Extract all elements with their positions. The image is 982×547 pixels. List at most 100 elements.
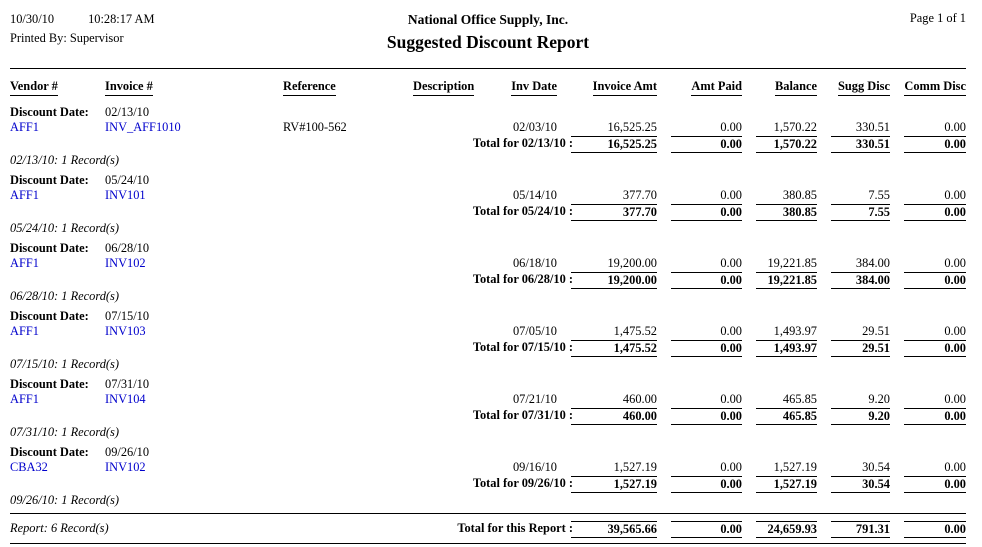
discount-date-group: Discount Date: 05/24/10 AFF1 INV101 05/1… <box>10 173 966 235</box>
discount-date-value: 05/24/10 <box>105 173 150 187</box>
reference-value <box>283 460 413 475</box>
invoice-amt-value: 1,527.19 <box>613 460 657 474</box>
vendor-link[interactable]: AFF1 <box>10 392 39 406</box>
header-center: National Office Supply, Inc. Suggested D… <box>10 10 966 54</box>
group-total-amt-paid: 0.00 <box>671 272 742 289</box>
invoice-link[interactable]: INV101 <box>105 188 146 202</box>
invoice-amt-value: 460.00 <box>622 392 657 406</box>
sugg-disc-value: 30.54 <box>862 460 890 474</box>
col-reference: Reference <box>283 79 336 96</box>
comm-disc-value: 0.00 <box>944 188 966 202</box>
group-rows: AFF1 INV104 07/21/10 460.00 0.00 465.85 … <box>10 392 966 407</box>
vendor-link[interactable]: AFF1 <box>10 188 39 202</box>
group-total-invoice-amt: 19,200.00 <box>571 272 657 289</box>
group-rows: AFF1 INV101 05/14/10 377.70 0.00 380.85 … <box>10 188 966 203</box>
description-value <box>413 460 505 475</box>
reference-value: RV#100-562 <box>283 120 347 134</box>
vendor-link[interactable]: AFF1 <box>10 120 39 134</box>
discount-date-label: Discount Date: <box>10 377 89 391</box>
group-total-sugg-disc: 330.51 <box>831 136 890 153</box>
reference-value <box>283 392 413 407</box>
discount-date-label: Discount Date: <box>10 105 89 119</box>
inv-date-value: 06/18/10 <box>512 256 557 270</box>
group-total-row: Total for 06/28/10 : 19,200.00 0.00 19,2… <box>10 272 966 289</box>
group-rows: AFF1 INV102 06/18/10 19,200.00 0.00 19,2… <box>10 256 966 271</box>
group-total-balance: 19,221.85 <box>756 272 817 289</box>
report-title: Suggested Discount Report <box>386 32 590 52</box>
group-rows: AFF1 INV103 07/05/10 1,475.52 0.00 1,493… <box>10 324 966 339</box>
sugg-disc-value: 7.55 <box>868 188 890 202</box>
discount-date-value: 07/31/10 <box>105 377 150 391</box>
group-total-balance: 1,570.22 <box>756 136 817 153</box>
group-total-invoice-amt: 377.70 <box>571 204 657 221</box>
balance-value: 380.85 <box>782 188 817 202</box>
group-total-balance: 1,493.97 <box>756 340 817 357</box>
group-total-label: Total for 09/26/10 : <box>472 476 573 490</box>
group-record-count: 07/15/10: 1 Record(s) <box>10 357 119 371</box>
description-value <box>413 256 505 271</box>
group-total-invoice-amt: 460.00 <box>571 408 657 425</box>
group-total-label: Total for 07/15/10 : <box>472 340 573 354</box>
balance-value: 19,221.85 <box>767 256 817 270</box>
discount-date-row: Discount Date: 06/28/10 <box>10 241 966 256</box>
group-record-count: 09/26/10: 1 Record(s) <box>10 493 119 507</box>
discount-date-value: 09/26/10 <box>105 445 150 459</box>
discount-date-group: Discount Date: 06/28/10 AFF1 INV102 06/1… <box>10 241 966 303</box>
comm-disc-value: 0.00 <box>944 460 966 474</box>
discount-date-label: Discount Date: <box>10 445 89 459</box>
amt-paid-value: 0.00 <box>720 324 742 338</box>
vendor-link[interactable]: AFF1 <box>10 256 39 270</box>
group-total-label: Total for 06/28/10 : <box>472 272 573 286</box>
invoice-link[interactable]: INV104 <box>105 392 146 406</box>
report-total-row: Report: 6 Record(s) Total for this Repor… <box>10 521 966 538</box>
invoice-link[interactable]: INV102 <box>105 460 146 474</box>
group-total-row: Total for 05/24/10 : 377.70 0.00 380.85 … <box>10 204 966 221</box>
comm-disc-value: 0.00 <box>944 256 966 270</box>
group-rows: CBA32 INV102 09/16/10 1,527.19 0.00 1,52… <box>10 460 966 475</box>
discount-date-label: Discount Date: <box>10 241 89 255</box>
vendor-link[interactable]: AFF1 <box>10 324 39 338</box>
col-sugg-disc: Sugg Disc <box>838 79 890 96</box>
col-invoice: Invoice # <box>105 79 153 96</box>
amt-paid-value: 0.00 <box>720 256 742 270</box>
invoice-link[interactable]: INV102 <box>105 256 146 270</box>
group-total-row: Total for 07/31/10 : 460.00 0.00 465.85 … <box>10 408 966 425</box>
vendor-link[interactable]: CBA32 <box>10 460 48 474</box>
group-total-amt-paid: 0.00 <box>671 408 742 425</box>
discount-date-label: Discount Date: <box>10 173 89 187</box>
reference-value <box>283 188 413 203</box>
inv-date-value: 09/16/10 <box>512 460 557 474</box>
amt-paid-value: 0.00 <box>720 460 742 474</box>
amt-paid-value: 0.00 <box>720 392 742 406</box>
invoice-link[interactable]: INV103 <box>105 324 146 338</box>
group-total-sugg-disc: 30.54 <box>831 476 890 493</box>
discount-date-group: Discount Date: 07/31/10 AFF1 INV104 07/2… <box>10 377 966 439</box>
discount-date-group: Discount Date: 07/15/10 AFF1 INV103 07/0… <box>10 309 966 371</box>
group-total-balance: 1,527.19 <box>756 476 817 493</box>
page-header: 10/30/10 10:28:17 AM Printed By: Supervis… <box>10 10 966 62</box>
discount-date-row: Discount Date: 05/24/10 <box>10 173 966 188</box>
header-divider <box>10 68 966 69</box>
print-date: 10/30/10 <box>10 12 55 26</box>
report-total-comm-disc: 0.00 <box>904 521 966 538</box>
description-value <box>413 188 505 203</box>
group-record-count: 05/24/10: 1 Record(s) <box>10 221 119 235</box>
group-total-comm-disc: 0.00 <box>904 476 966 493</box>
discount-date-value: 06/28/10 <box>105 241 150 255</box>
invoice-link[interactable]: INV_AFF1010 <box>105 120 181 134</box>
amt-paid-value: 0.00 <box>720 120 742 134</box>
comm-disc-value: 0.00 <box>944 324 966 338</box>
report-total-invoice-amt: 39,565.66 <box>571 521 657 538</box>
group-total-invoice-amt: 16,525.25 <box>571 136 657 153</box>
page-number: Page 1 of 1 <box>909 11 966 25</box>
report-divider <box>10 513 966 514</box>
invoice-row: AFF1 INV103 07/05/10 1,475.52 0.00 1,493… <box>10 324 966 339</box>
printed-by: Printed By: Supervisor <box>10 31 124 45</box>
group-total-amt-paid: 0.00 <box>671 476 742 493</box>
col-vendor: Vendor # <box>10 79 58 96</box>
invoice-amt-value: 16,525.25 <box>607 120 657 134</box>
col-invoice-amt: Invoice Amt <box>592 79 657 96</box>
col-comm-disc: Comm Disc <box>904 79 966 96</box>
invoice-row: AFF1 INV_AFF1010 RV#100-562 02/03/10 16,… <box>10 120 966 135</box>
